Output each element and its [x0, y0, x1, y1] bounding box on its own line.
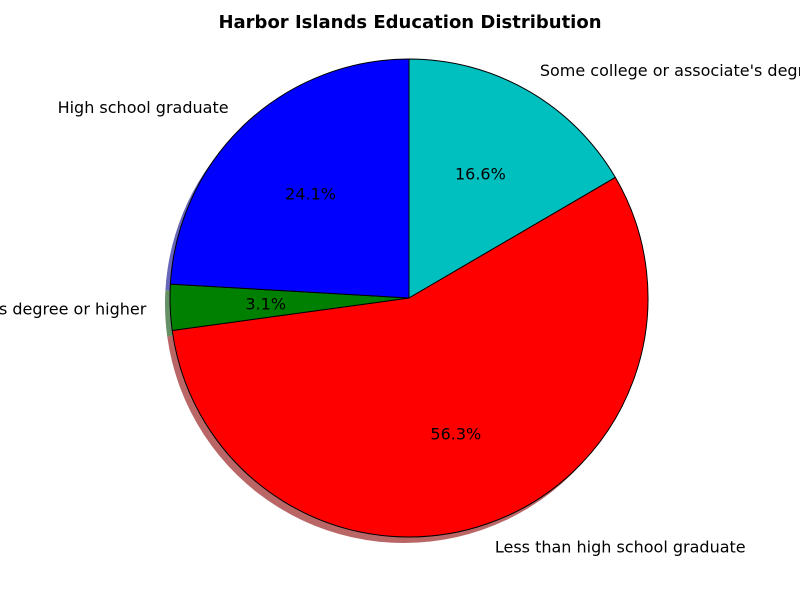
slice-percent-bachelor-s-degree-or-higher: 3.1%: [245, 295, 286, 314]
chart-title: Harbor Islands Education Distribution: [218, 12, 601, 33]
slice-label-less-than-high-school-graduate: Less than high school graduate: [495, 537, 746, 556]
slice-labels: 16.6% Some college or associate's degree 5…: [0, 61, 800, 557]
pie-slices: [169, 58, 649, 538]
slice-label-high-school-graduate: High school graduate: [58, 98, 229, 117]
slice-label-some-college-or-associate-s-degree: Some college or associate's degree: [540, 61, 800, 80]
slice-less-than-high-school-graduate: [171, 176, 649, 538]
slice-percent-some-college-or-associate-s-degree: 16.6%: [455, 165, 506, 184]
slice-percent-high-school-graduate: 24.1%: [285, 185, 336, 204]
slice-some-college-or-associate-s-degree: [408, 58, 616, 299]
slice-label-bachelor-s-degree-or-higher: Bachelor's degree or higher: [0, 299, 147, 318]
slice-percent-less-than-high-school-graduate: 56.3%: [430, 425, 481, 444]
slice-high-school-graduate: [169, 58, 410, 299]
